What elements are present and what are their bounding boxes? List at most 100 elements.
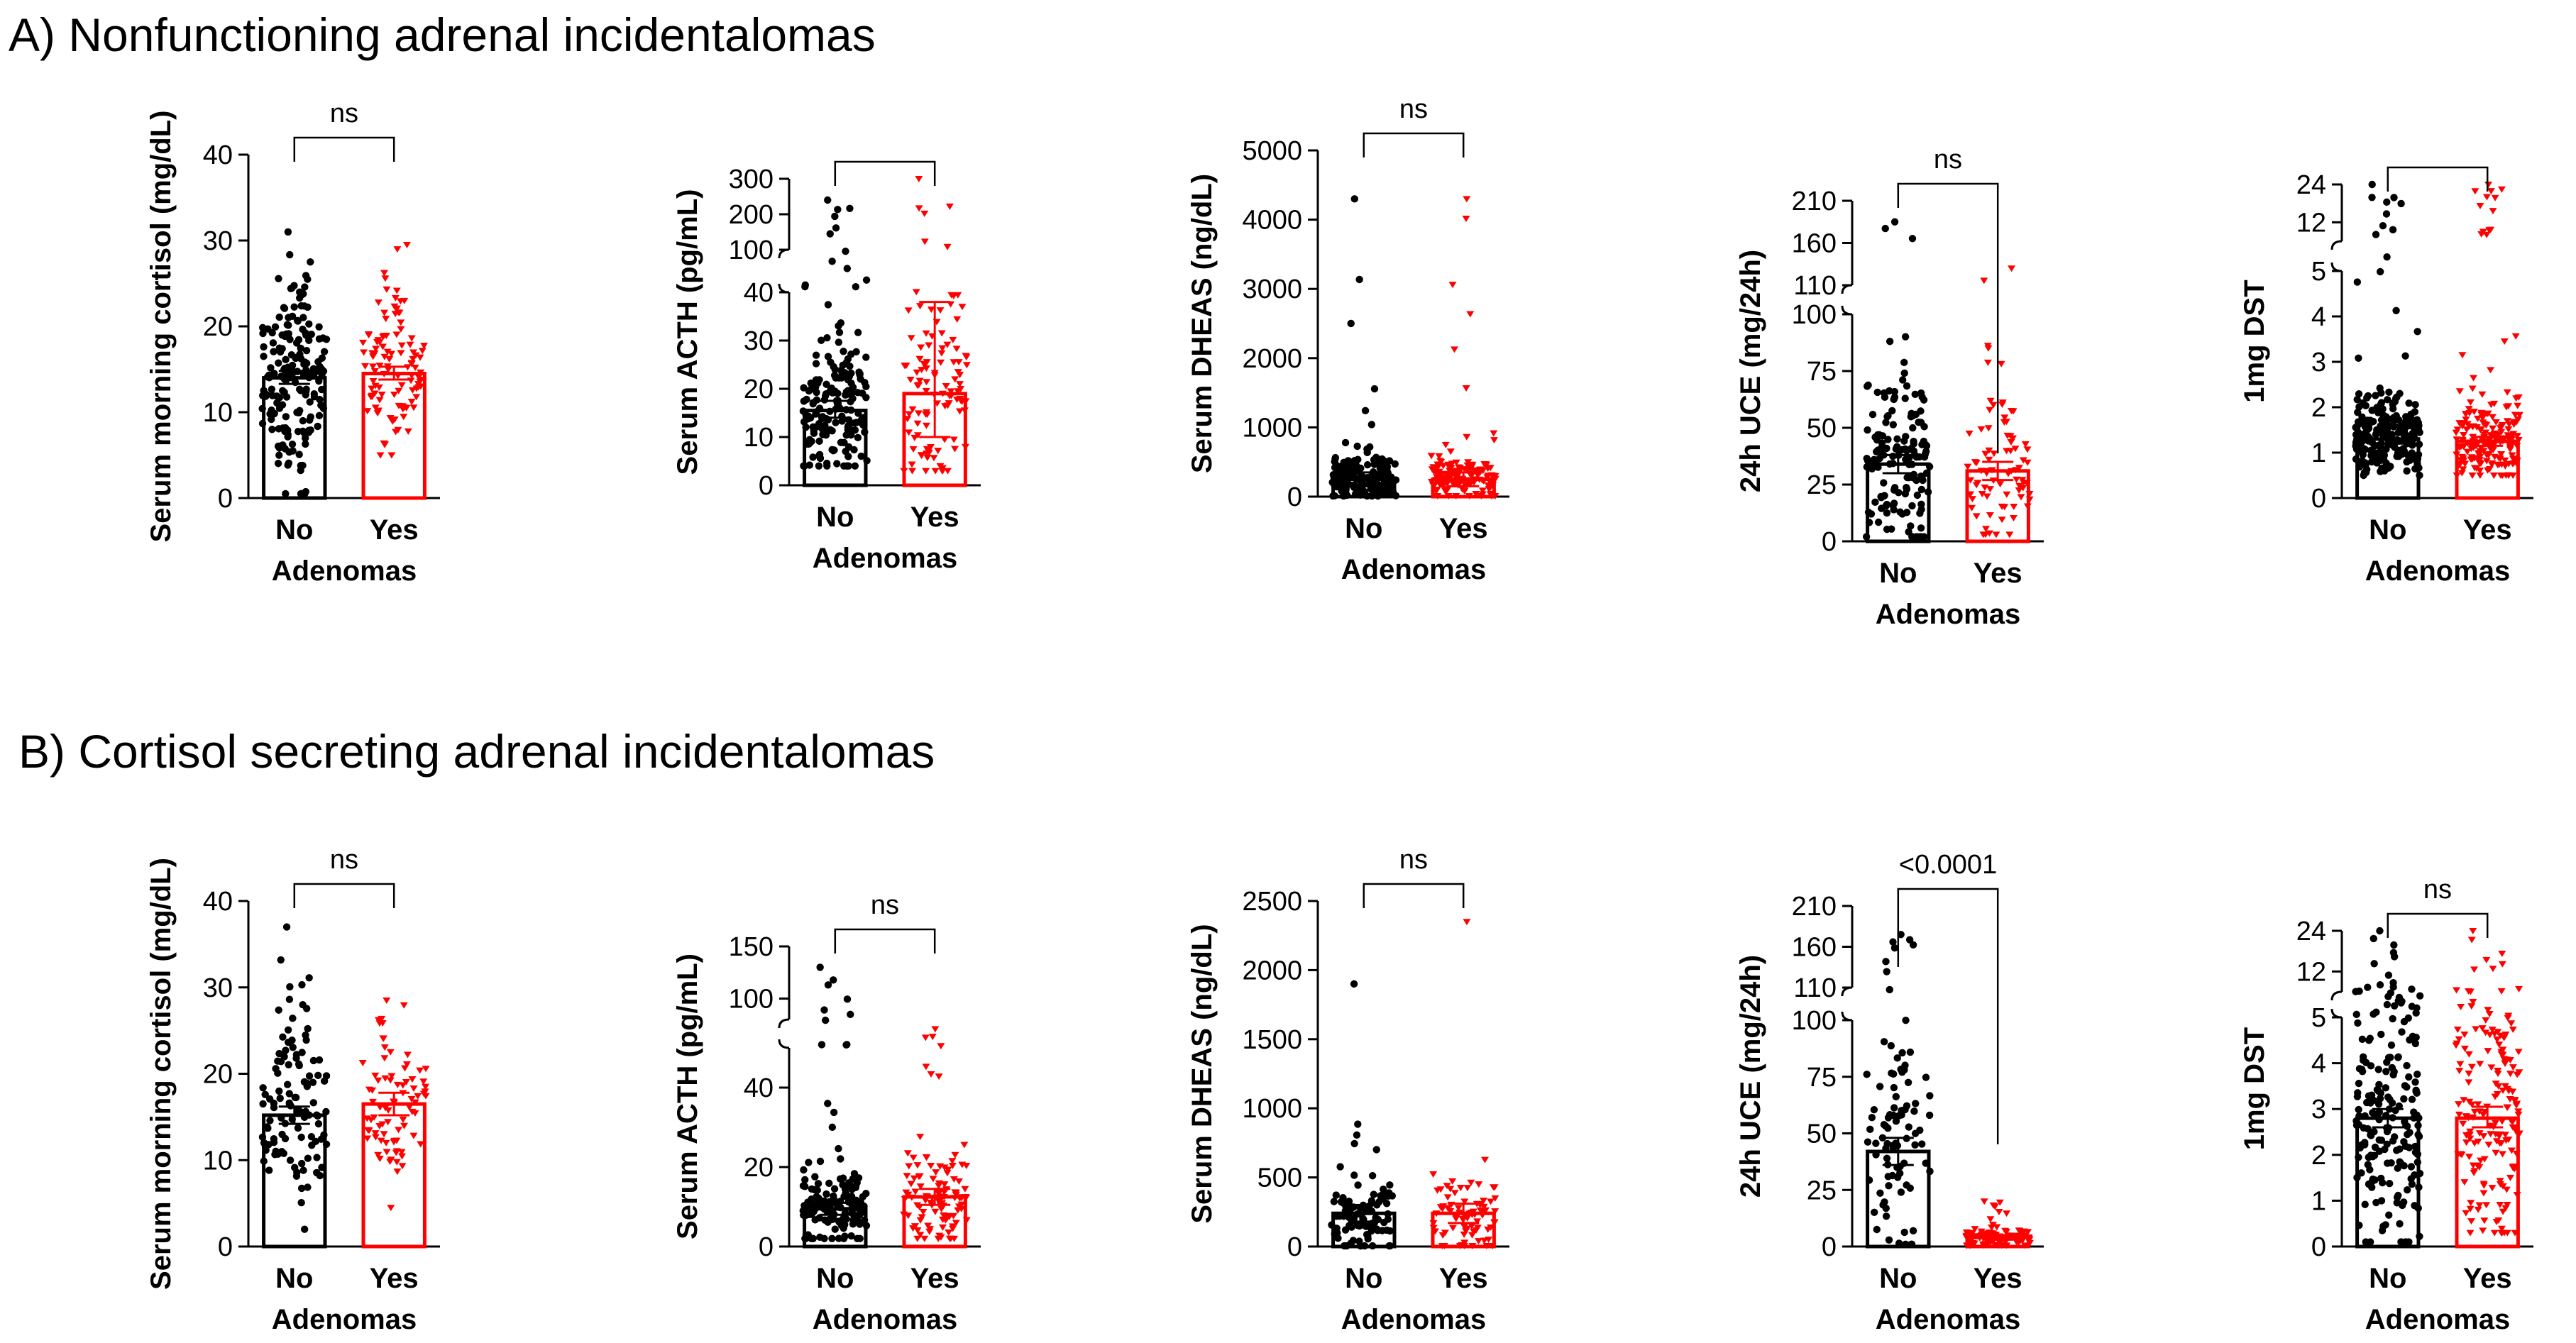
data-point-no	[1363, 461, 1372, 469]
data-point-yes	[2469, 928, 2477, 934]
data-point-no	[1895, 489, 1903, 497]
data-point-yes	[2511, 455, 2519, 463]
data-point-yes	[397, 326, 405, 333]
data-point-yes	[920, 1235, 929, 1242]
data-point-yes	[1448, 1178, 1457, 1185]
data-point-no	[1910, 438, 1917, 446]
data-point-no	[1354, 467, 1362, 475]
data-point-yes	[2497, 1049, 2506, 1056]
data-point-no	[2360, 433, 2368, 441]
data-point-yes	[938, 345, 947, 352]
data-point-no	[1883, 444, 1890, 453]
data-point-no	[2404, 1014, 2413, 1022]
data-point-no	[822, 1190, 830, 1198]
data-point-no	[1884, 1114, 1893, 1122]
data-point-no	[260, 1157, 268, 1165]
data-point-yes	[1986, 486, 1994, 493]
data-point-yes	[937, 350, 946, 357]
data-point-yes	[900, 468, 908, 475]
data-point-yes	[1986, 407, 1994, 414]
data-point-no	[830, 446, 838, 454]
data-point-yes	[2497, 1225, 2506, 1232]
y-tick-label: 0	[218, 484, 233, 514]
data-point-no	[816, 1157, 825, 1166]
data-point-no	[1353, 442, 1361, 451]
data-point-no	[832, 224, 840, 232]
category-label-no: No	[2369, 514, 2406, 546]
data-point-yes	[906, 376, 915, 383]
data-point-yes	[378, 1015, 386, 1022]
data-point-no	[289, 1015, 297, 1022]
data-point-no	[291, 1164, 299, 1171]
data-point-yes	[392, 1159, 401, 1166]
significance-bracket	[834, 928, 936, 954]
data-point-yes	[407, 1095, 416, 1102]
data-point-no	[2411, 401, 2419, 409]
data-point-no	[268, 426, 276, 433]
data-point-yes	[2457, 470, 2466, 477]
data-point-yes	[1996, 481, 2005, 488]
y-tick-label: 40	[744, 1073, 774, 1103]
data-point-yes	[2498, 961, 2506, 968]
data-point-no	[834, 206, 842, 214]
data-point-no	[2376, 927, 2384, 935]
data-point-yes	[951, 1151, 959, 1159]
data-point-no	[1883, 968, 1890, 976]
data-point-no	[842, 358, 851, 367]
data-point-no	[2355, 1105, 2362, 1114]
data-point-yes	[409, 349, 418, 356]
data-point-no	[859, 1193, 867, 1201]
data-point-yes	[1971, 1226, 1979, 1233]
data-point-no	[2408, 1002, 2416, 1010]
data-point-yes	[359, 339, 368, 346]
data-point-no	[266, 1117, 274, 1124]
data-point-no	[1890, 393, 1899, 402]
data-point-yes	[1997, 360, 2005, 367]
data-point-no	[1863, 1071, 1871, 1078]
data-point-no	[813, 1193, 820, 1201]
data-point-no	[1903, 509, 1911, 516]
data-point-yes	[925, 449, 933, 456]
data-point-yes	[397, 342, 406, 349]
data-point-yes	[2466, 399, 2475, 406]
data-point-no	[1349, 1237, 1358, 1244]
data-point-yes	[908, 406, 917, 413]
data-point-no	[1870, 455, 1878, 464]
data-point-no	[1911, 390, 1919, 399]
data-point-yes	[1451, 346, 1459, 353]
data-point-yes	[1439, 1203, 1448, 1210]
category-label-yes: Yes	[370, 514, 419, 546]
data-point-no	[1340, 458, 1348, 467]
category-label-yes: Yes	[2463, 1263, 2512, 1294]
data-point-no	[831, 365, 839, 374]
data-point-no	[1889, 938, 1897, 946]
data-point-no	[292, 354, 299, 363]
data-point-no	[818, 1041, 826, 1049]
data-point-yes	[2513, 433, 2521, 440]
data-point-yes	[2509, 1064, 2517, 1071]
data-point-no	[2390, 1133, 2399, 1141]
data-point-yes	[412, 394, 421, 401]
data-point-yes	[1982, 468, 1991, 475]
data-point-yes	[1966, 491, 1975, 498]
data-point-no	[1380, 474, 1388, 482]
data-point-no	[1917, 419, 1925, 426]
data-point-yes	[1432, 1210, 1441, 1217]
data-point-yes	[1482, 461, 1491, 468]
data-point-no	[2354, 408, 2362, 416]
data-point-yes	[2494, 462, 2502, 469]
data-point-no	[319, 334, 327, 342]
data-point-no	[833, 460, 841, 468]
data-point-yes	[1995, 1208, 2003, 1215]
y-tick-label: 3	[2311, 348, 2326, 377]
data-point-yes	[2482, 1017, 2490, 1024]
data-point-no	[2377, 1030, 2385, 1039]
data-point-yes	[2489, 208, 2497, 215]
data-point-yes	[1485, 485, 1493, 492]
points-no	[258, 228, 331, 498]
data-point-yes	[2462, 1113, 2470, 1120]
data-point-no	[836, 404, 844, 412]
data-point-no	[805, 1204, 813, 1212]
data-point-no	[2353, 278, 2362, 286]
